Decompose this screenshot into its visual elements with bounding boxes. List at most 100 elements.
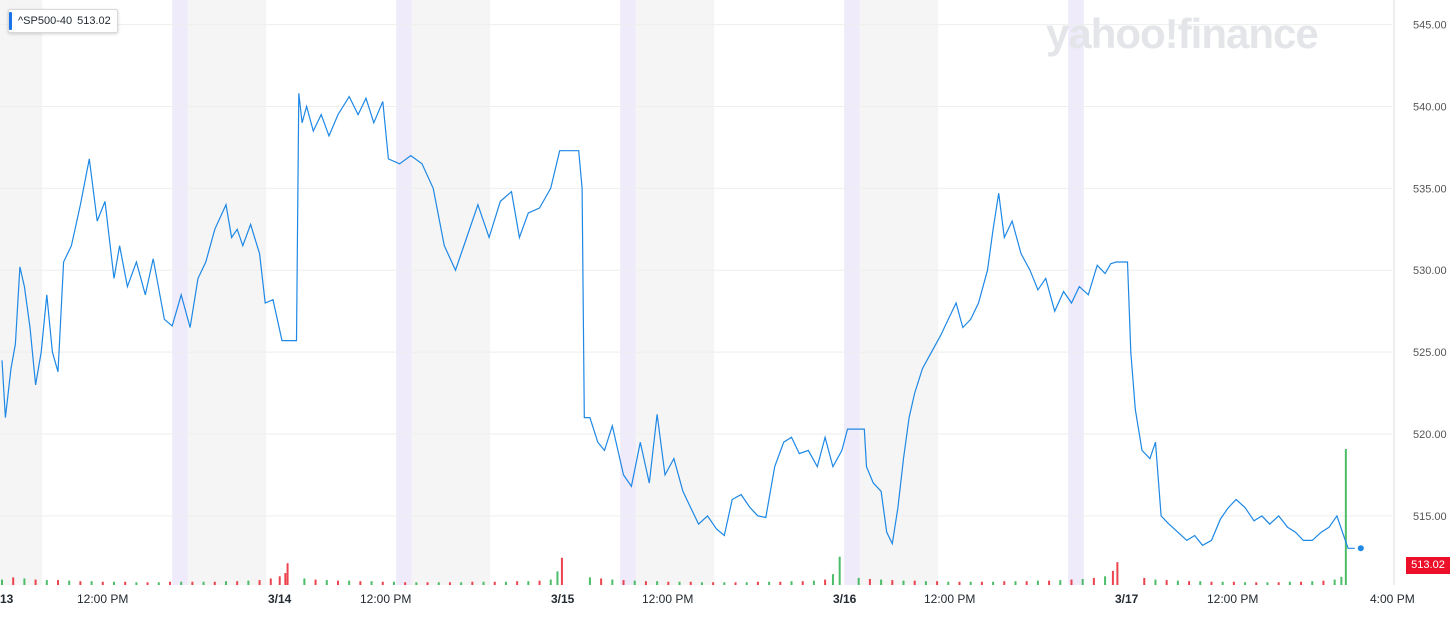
volume-bar (56, 580, 59, 585)
volume-bar (1188, 581, 1191, 585)
y-tick-label: 535.00 (1413, 183, 1447, 195)
premarket-shade (844, 0, 860, 585)
volume-bar (913, 580, 916, 585)
volume-bar (1036, 580, 1039, 585)
x-tick-label: 12:00 PM (77, 592, 128, 606)
volume-bar (278, 576, 281, 585)
x-tick-label: 12:00 PM (1207, 592, 1258, 606)
volume-bar (348, 580, 351, 585)
x-tick-label: 3/15 (551, 592, 575, 606)
volume-bar (588, 577, 591, 585)
legend-ticker[interactable]: ^SP500-40 513.02 (8, 9, 118, 33)
volume-bar (1104, 576, 1107, 585)
volume-bar (202, 581, 205, 585)
volume-bar (868, 579, 871, 585)
volume-bar (1288, 581, 1291, 585)
volume-bar (1300, 581, 1303, 585)
volume-bar (1176, 580, 1179, 585)
volume-bar (838, 556, 841, 585)
y-tick-label: 520.00 (1413, 429, 1447, 441)
volume-bar (1340, 576, 1343, 585)
y-tick-label: 525.00 (1413, 347, 1447, 359)
volume-bar (1199, 581, 1202, 585)
overnight-shade (859, 0, 939, 585)
overnight-shade (411, 0, 491, 585)
volume-bar (1255, 582, 1258, 585)
overnight-shade (187, 0, 267, 585)
volume-bar (1070, 579, 1073, 585)
volume-bar (325, 580, 328, 585)
volume-bar (779, 581, 782, 585)
volume-bar (745, 582, 748, 585)
overnight-shade (0, 0, 43, 585)
volume-bar (622, 580, 625, 585)
volume-bar (236, 581, 239, 585)
x-tick-label: 13 (0, 592, 14, 606)
x-tick-label: 3/17 (1115, 592, 1139, 606)
volume-bar (146, 582, 149, 585)
volume-bar (45, 580, 48, 585)
volume-bar (1322, 580, 1325, 585)
volume-bar (1048, 580, 1051, 585)
volume-bar (12, 577, 15, 585)
volume-bar (68, 580, 71, 585)
legend-last-value: 513.02 (77, 15, 111, 27)
volume-bar (101, 581, 104, 585)
volume-bar (768, 581, 771, 585)
volume-bar (23, 578, 26, 585)
volume-bar (284, 573, 287, 585)
volume-bar (936, 581, 939, 585)
volume-bar (168, 581, 171, 585)
y-tick-label: 545.00 (1413, 20, 1447, 32)
volume-bar (286, 563, 289, 585)
volume-bar (180, 581, 183, 585)
volume-bar (370, 581, 373, 585)
volume-bar (1311, 581, 1314, 585)
volume-bar (1266, 582, 1269, 585)
volume-bar (437, 582, 440, 585)
last-price-dot (1357, 545, 1364, 552)
volume-bar (824, 579, 827, 585)
volume-bar (191, 581, 194, 585)
x-tick-label: 12:00 PM (642, 592, 693, 606)
volume-bar (460, 582, 463, 585)
yahoo-finance-watermark: yahoo!finance (1046, 10, 1319, 57)
volume-bar (157, 582, 160, 585)
volume-bar (516, 581, 519, 585)
x-tick-label: 3/14 (268, 592, 292, 606)
volume-bar (1143, 577, 1146, 585)
volume-bar (336, 580, 339, 585)
volume-bar (1003, 581, 1006, 585)
y-axis: 545.00 540.00 535.00 530.00 525.00 520.00 515.… (1413, 20, 1447, 523)
y-tick-label: 540.00 (1413, 101, 1447, 113)
volume-bar (247, 580, 250, 585)
volume-bar (426, 582, 429, 585)
volume-bar (947, 581, 950, 585)
volume-bar (790, 581, 793, 585)
volume-bar (1081, 579, 1084, 585)
x-axis: 13 3/14 3/15 3/16 3/17 4:00 PM 12:00 PM 12:00 P… (0, 592, 1415, 606)
y-tick-label: 515.00 (1413, 511, 1447, 523)
session-shading (0, 0, 1084, 585)
volume-bar (303, 578, 306, 585)
volume-bar (857, 577, 860, 585)
volume-bar (1165, 580, 1168, 585)
premarket-shade (620, 0, 636, 585)
volume-bar (359, 581, 362, 585)
volume-bar (980, 581, 983, 585)
volume-bars (1, 449, 1347, 585)
volume-bar (381, 581, 384, 585)
volume-bar (1025, 581, 1028, 585)
volume-bar (504, 581, 507, 585)
volume-bar (1, 579, 3, 585)
volume-bar (493, 581, 496, 585)
volume-bar (1059, 580, 1062, 585)
volume-bar (756, 581, 759, 585)
volume-bar (471, 581, 474, 585)
volume-bar (90, 581, 93, 585)
volume-bar (1092, 577, 1095, 585)
volume-bar (723, 582, 726, 585)
price-line (1, 93, 1355, 549)
